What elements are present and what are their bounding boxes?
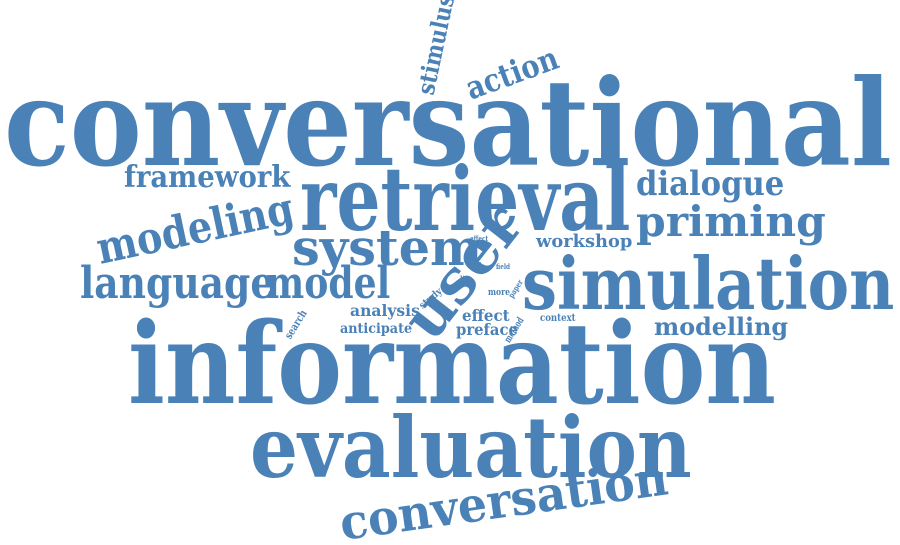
word-more: more (488, 287, 510, 298)
word-field: field (496, 261, 511, 271)
word-model: model (266, 257, 391, 309)
word-dialogue: dialogue (636, 164, 785, 205)
word-preface: preface (456, 319, 518, 339)
word-information: information (128, 298, 776, 430)
word-priming: priming (636, 197, 826, 247)
word-analysis: analysis (350, 300, 420, 320)
word-workshop: workshop (536, 230, 633, 252)
word-lim: lim (460, 273, 472, 283)
word-framework: framework (124, 159, 291, 195)
word-system: system (292, 218, 483, 277)
word-modelling: modelling (654, 312, 789, 342)
word-anticipate: anticipate (340, 321, 413, 338)
word-retrieval: retrieval (300, 147, 631, 252)
word-evaluation: evaluation (250, 398, 692, 498)
word-effect-1: effect (462, 305, 510, 325)
word-simulation: simulation (522, 240, 895, 326)
word-context: context (540, 313, 576, 325)
word-effect-2: effect (470, 233, 489, 243)
word-conversational: conversational (4, 53, 892, 195)
word-language: language (80, 257, 275, 309)
